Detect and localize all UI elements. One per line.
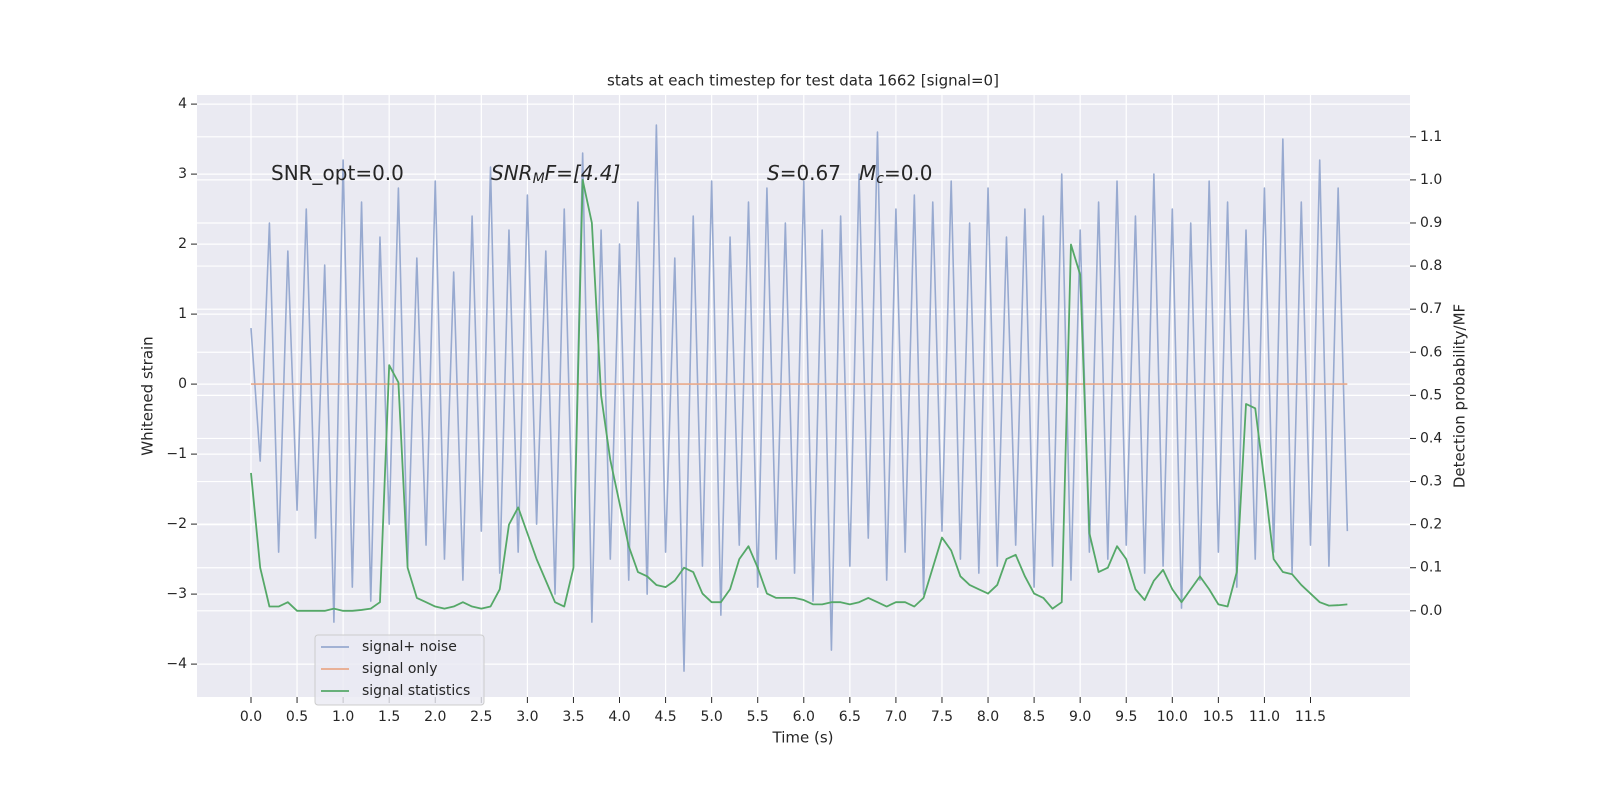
- legend-label: signal only: [362, 661, 437, 677]
- x-axis-label: Time (s): [772, 729, 834, 747]
- chart-title: stats at each timestep for test data 166…: [607, 72, 999, 90]
- y2-tick-label: 0.5: [1420, 387, 1442, 403]
- y-tick-label: −3: [166, 586, 187, 602]
- y-tick-label: −2: [166, 516, 187, 532]
- y2-tick-label: 0.0: [1420, 603, 1442, 619]
- y2-tick-label: 0.9: [1420, 215, 1442, 231]
- annotation-part: =0.67: [780, 161, 841, 185]
- x-tick-label: 8.5: [1023, 709, 1045, 725]
- x-tick-label: 5.5: [747, 709, 769, 725]
- annotation-part: SNR: [491, 161, 533, 185]
- y2-tick-label: 0.8: [1420, 258, 1442, 274]
- x-tick-label: 1.5: [378, 709, 400, 725]
- y-tick-label: 0: [178, 376, 187, 392]
- y-tick-label: 2: [178, 236, 187, 252]
- annotation-part: c: [876, 171, 884, 187]
- annotation-part: SNR_opt=0.0: [271, 161, 404, 185]
- x-tick-label: 8.0: [977, 709, 999, 725]
- x-tick-label: 4.5: [654, 709, 676, 725]
- x-tick-label: 10.5: [1203, 709, 1234, 725]
- series-line: [250, 124, 1349, 672]
- x-tick-label: 0.0: [240, 709, 262, 725]
- x-tick-label: 7.5: [931, 709, 953, 725]
- x-tick-label: 5.0: [701, 709, 723, 725]
- x-tick-label: 2.0: [424, 709, 446, 725]
- x-tick-label: 7.0: [885, 709, 907, 725]
- annotation: Mc=0.0: [859, 161, 933, 188]
- x-tick-label: 1.0: [332, 709, 354, 725]
- y-axis-label: Whitened strain: [139, 336, 157, 455]
- x-tick-label: 0.5: [286, 709, 308, 725]
- x-tick-label: 4.0: [608, 709, 630, 725]
- x-tick-label: 6.0: [793, 709, 815, 725]
- y2-tick-label: 0.1: [1420, 560, 1442, 576]
- y-tick-label: 4: [178, 96, 187, 112]
- y2-tick-label: 1.0: [1420, 172, 1442, 188]
- x-tick-label: 11.0: [1249, 709, 1280, 725]
- x-tick-label: 11.5: [1295, 709, 1326, 725]
- legend-box: [314, 634, 485, 706]
- legend: signal+ noise signal only signal statistic…: [314, 634, 485, 706]
- annotation-part: M: [533, 171, 545, 187]
- x-tick-label: 3.0: [516, 709, 538, 725]
- legend-label: signal statistics: [362, 683, 470, 699]
- x-tick-label: 10.0: [1157, 709, 1188, 725]
- y2-tick-label: 1.1: [1420, 129, 1442, 145]
- y-tick-label: 1: [178, 306, 187, 322]
- series-line: [250, 178, 1348, 612]
- y2-axis-label: Detection probability/MF: [1451, 304, 1469, 488]
- legend-label: signal+ noise: [362, 639, 457, 655]
- x-tick-label: 2.5: [470, 709, 492, 725]
- y2-tick-label: 0.7: [1420, 301, 1442, 317]
- annotation-part: M: [859, 161, 876, 185]
- annotation: SNR_opt=0.0: [271, 161, 404, 185]
- y2-tick-label: 0.3: [1420, 474, 1442, 490]
- y2-tick-label: 0.4: [1420, 430, 1442, 446]
- annotation-part: =0.0: [884, 161, 933, 185]
- y2-tick-label: 0.6: [1420, 344, 1442, 360]
- x-tick-label: 9.0: [1069, 709, 1091, 725]
- y-tick-label: −4: [166, 656, 187, 672]
- annotation: S=0.67: [767, 161, 841, 185]
- y-tick-label: 3: [178, 166, 187, 182]
- x-tick-label: 3.5: [562, 709, 584, 725]
- annotation-part: S: [767, 161, 780, 185]
- y2-tick-label: 0.2: [1420, 517, 1442, 533]
- annotation: SNRMF=[4.4]: [491, 161, 620, 188]
- annotation-part: F=[4.4]: [545, 161, 621, 185]
- x-tick-label: 9.5: [1115, 709, 1137, 725]
- y-tick-label: −1: [166, 446, 187, 462]
- x-tick-label: 6.5: [839, 709, 861, 725]
